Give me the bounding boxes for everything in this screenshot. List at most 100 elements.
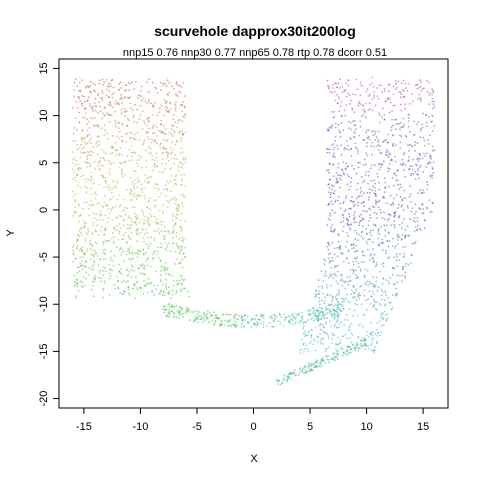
data-point <box>98 79 101 82</box>
data-point <box>371 334 374 337</box>
data-point <box>346 165 349 168</box>
data-point <box>366 145 368 148</box>
data-point <box>404 82 407 85</box>
data-point <box>428 81 430 84</box>
data-point <box>355 244 358 247</box>
data-point <box>330 358 332 360</box>
data-point <box>407 207 409 209</box>
data-point <box>369 254 372 257</box>
data-point <box>310 328 313 331</box>
data-point <box>146 291 149 294</box>
data-point <box>256 323 259 326</box>
data-point <box>314 312 317 315</box>
data-point <box>388 168 391 171</box>
data-point <box>250 319 253 322</box>
data-point <box>370 164 373 166</box>
y-tick-label: -15 <box>38 343 50 359</box>
data-point <box>153 293 155 296</box>
data-point <box>101 225 103 228</box>
data-point <box>325 321 327 323</box>
data-point <box>162 212 165 215</box>
data-point <box>391 118 393 121</box>
data-point <box>415 83 418 86</box>
data-point <box>426 208 428 210</box>
data-point <box>353 257 356 260</box>
data-point <box>414 226 417 228</box>
data-point <box>86 129 89 131</box>
data-point <box>414 150 416 152</box>
data-point <box>351 164 353 167</box>
data-point <box>384 186 387 188</box>
data-point <box>107 96 110 99</box>
data-point <box>345 197 347 200</box>
data-point <box>160 279 162 281</box>
data-point <box>94 90 96 93</box>
data-point <box>118 194 120 197</box>
data-point <box>102 112 105 115</box>
data-point <box>92 224 94 227</box>
data-point <box>167 152 170 154</box>
data-point <box>227 313 230 316</box>
data-point <box>166 180 169 183</box>
data-point <box>125 89 128 92</box>
data-point <box>176 84 179 87</box>
data-point <box>107 83 110 85</box>
data-point <box>135 223 138 226</box>
data-point <box>377 332 379 334</box>
data-point <box>373 94 375 97</box>
data-point <box>98 213 101 216</box>
data-point <box>394 294 397 297</box>
data-point <box>156 284 159 287</box>
data-point <box>333 116 335 118</box>
data-point <box>377 286 380 289</box>
data-point <box>102 206 105 209</box>
data-point <box>408 143 411 146</box>
data-point <box>337 306 340 309</box>
data-point <box>115 216 117 219</box>
data-point <box>323 326 326 329</box>
data-point <box>93 192 96 195</box>
data-point <box>104 267 107 270</box>
data-point <box>136 159 139 162</box>
data-point <box>350 244 353 247</box>
data-point <box>354 238 356 241</box>
data-point <box>369 216 372 219</box>
data-point <box>402 256 405 259</box>
data-point <box>353 292 355 295</box>
data-point <box>164 247 167 250</box>
data-point <box>396 236 399 239</box>
data-point <box>160 223 163 226</box>
data-point <box>399 96 402 99</box>
data-point <box>114 186 117 189</box>
data-point <box>432 145 434 148</box>
data-point <box>203 317 206 319</box>
data-point <box>176 309 179 312</box>
data-point <box>332 277 335 280</box>
data-point <box>335 171 338 174</box>
data-point <box>349 181 352 184</box>
data-point <box>380 241 383 244</box>
data-point <box>334 122 337 125</box>
data-point <box>402 79 405 82</box>
data-point <box>213 323 216 325</box>
data-point <box>410 172 413 175</box>
data-point <box>368 219 371 222</box>
data-point <box>73 171 76 173</box>
data-point <box>413 144 416 147</box>
data-point <box>172 225 175 228</box>
data-point <box>153 239 156 242</box>
data-point <box>107 240 110 243</box>
data-point <box>86 150 89 153</box>
data-point <box>357 293 359 296</box>
data-point <box>128 224 131 227</box>
data-point <box>163 293 166 296</box>
data-point <box>337 308 339 311</box>
data-point <box>99 229 102 232</box>
data-point <box>164 261 167 264</box>
data-point <box>352 296 354 299</box>
data-point <box>129 102 132 105</box>
data-point <box>165 230 167 233</box>
data-point <box>316 310 319 312</box>
data-point <box>370 253 373 255</box>
data-point <box>108 168 111 171</box>
